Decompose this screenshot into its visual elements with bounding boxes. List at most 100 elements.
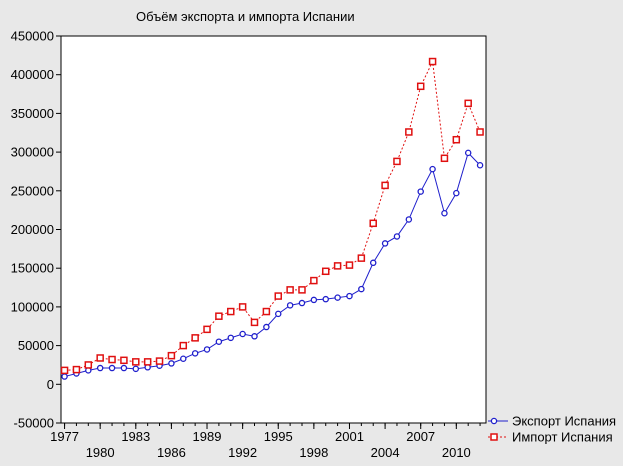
data-point: [96, 354, 104, 362]
data-point: [84, 361, 93, 369]
data-point: [441, 209, 448, 217]
legend-label: Импорт Испания: [512, 430, 613, 445]
data-point: [262, 307, 271, 316]
x-tick-label: 1989: [193, 429, 222, 444]
data-point: [429, 165, 436, 173]
data-point: [72, 365, 81, 374]
x-tick-label: 2001: [335, 429, 364, 444]
y-tick-label: 150000: [11, 261, 54, 276]
series-import: [60, 57, 484, 375]
data-point: [476, 162, 484, 169]
data-point: [464, 99, 472, 108]
data-point: [286, 302, 294, 309]
x-tick-label: 1998: [299, 445, 328, 460]
x-tick-label: 1986: [157, 445, 186, 460]
data-point: [333, 262, 342, 270]
data-point: [334, 294, 341, 301]
x-tick-label: 2004: [371, 445, 400, 460]
data-point: [369, 259, 377, 267]
data-point: [239, 330, 246, 338]
x-tick-label: 1995: [264, 429, 293, 444]
data-point: [286, 286, 294, 294]
data-point: [191, 350, 199, 357]
data-point: [393, 157, 401, 166]
data-point: [250, 318, 259, 327]
data-point: [263, 323, 270, 331]
data-point: [381, 181, 389, 190]
data-point: [180, 355, 187, 363]
data-point: [310, 276, 318, 285]
legend-marker: [490, 433, 498, 441]
x-tick-label: 2010: [442, 445, 471, 460]
x-tick-label: 2007: [406, 429, 435, 444]
data-point: [405, 128, 413, 136]
data-point: [416, 82, 425, 91]
data-point: [321, 267, 330, 276]
y-tick-label: 50000: [18, 338, 54, 353]
data-point: [203, 325, 211, 334]
data-point: [345, 261, 354, 269]
data-point: [227, 307, 235, 316]
data-point: [191, 334, 199, 342]
data-point: [120, 356, 128, 365]
series-layer: [60, 57, 484, 380]
data-point: [381, 240, 389, 247]
data-point: [132, 358, 140, 366]
y-tick-label: 250000: [11, 183, 54, 198]
data-point: [405, 216, 413, 223]
data-point: [108, 364, 116, 372]
data-point: [155, 357, 164, 365]
y-tick-label: 350000: [11, 106, 54, 121]
legend-marker: [490, 417, 498, 425]
data-point: [215, 338, 223, 345]
data-point: [298, 286, 306, 294]
y-tick-label: 200000: [11, 222, 54, 237]
data-point: [167, 351, 176, 360]
data-point: [476, 128, 484, 136]
y-tick-label: 450000: [11, 29, 54, 44]
legend-label: Экспорт Испания: [512, 414, 616, 429]
data-point: [358, 285, 365, 293]
data-point: [310, 296, 318, 304]
chart-title: Объём экспорта и импорта Испании: [136, 9, 355, 24]
data-point: [274, 292, 282, 300]
series-export: [61, 149, 484, 380]
data-point: [251, 333, 258, 340]
x-tick-label: 1992: [228, 445, 257, 460]
data-point: [215, 312, 223, 320]
data-point: [440, 154, 449, 163]
data-point: [417, 188, 424, 195]
data-point: [357, 254, 366, 262]
y-axis: -50000 0 50000 100000 150000 200000 250000 3000…: [11, 29, 61, 431]
data-point: [322, 295, 329, 303]
data-point: [203, 346, 211, 353]
data-point: [393, 233, 401, 240]
y-tick-label: -50000: [14, 416, 54, 431]
data-point: [346, 292, 353, 300]
data-point: [369, 219, 377, 228]
data-point: [238, 303, 247, 311]
data-point: [179, 341, 188, 350]
data-point: [60, 366, 69, 375]
data-point: [452, 135, 461, 144]
data-point: [428, 57, 437, 66]
data-point: [227, 334, 235, 342]
data-point: [108, 355, 116, 364]
data-point: [464, 149, 472, 157]
data-point: [274, 310, 282, 318]
data-point: [120, 364, 128, 372]
x-axis: 1977 1983 1989 1995 2001 2007 1980 1986 1992 1998…: [50, 423, 481, 460]
data-point: [168, 360, 175, 367]
y-tick-label: 0: [47, 377, 54, 392]
y-tick-label: 400000: [11, 67, 54, 82]
data-point: [132, 365, 140, 373]
x-tick-label: 1983: [121, 429, 150, 444]
data-point: [96, 364, 104, 372]
x-tick-label: 1977: [50, 429, 79, 444]
x-tick-label: 1980: [86, 445, 115, 460]
data-point: [61, 373, 68, 380]
plot-area: [60, 35, 487, 424]
